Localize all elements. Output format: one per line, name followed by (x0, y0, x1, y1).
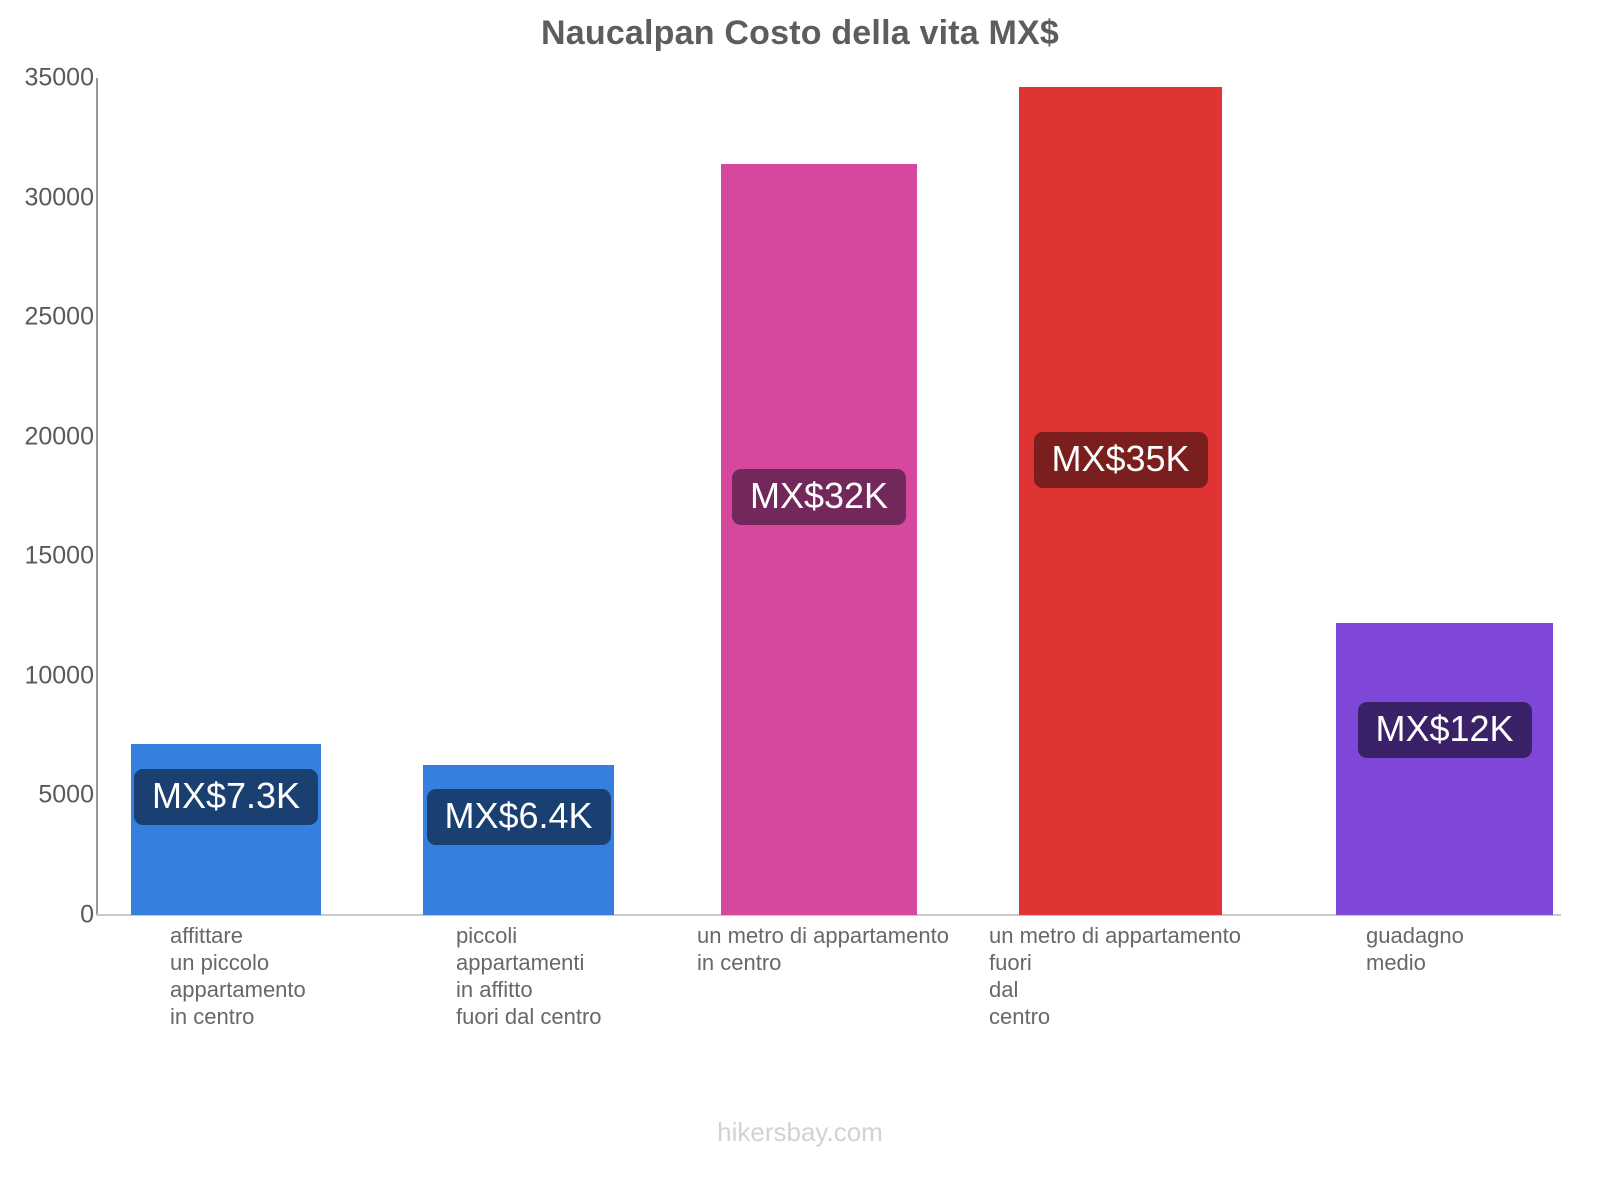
y-axis-tick-label: 10000 (24, 661, 94, 690)
page-title: Naucalpan Costo della vita MX$ (540, 14, 1060, 52)
y-axis-line (96, 78, 98, 916)
y-axis-tick-label: 30000 (24, 183, 94, 212)
y-axis-tick-labels: 0 5000 10000 15000 20000 25000 30000 35000 (0, 0, 94, 1200)
y-axis-tick-label: 5000 (38, 780, 94, 809)
x-axis-category-label: un metro di appartamento in centro (697, 923, 949, 975)
y-axis-tick-label: 15000 (24, 541, 94, 570)
x-axis-line (96, 914, 1561, 916)
bar-value-label: MX$6.4K (426, 789, 611, 845)
bar[interactable]: MX$35K (1019, 87, 1222, 915)
y-axis-tick-label: 25000 (24, 302, 94, 331)
bar[interactable]: MX$6.4K (423, 765, 614, 915)
bar-value-label: MX$12K (1357, 702, 1532, 758)
bar-value-label: MX$32K (731, 469, 907, 525)
x-axis-category-label: un metro di appartamento fuori dal centr… (989, 923, 1241, 1029)
y-axis-tick-label: 0 (80, 900, 94, 929)
y-axis-tick-label: 35000 (24, 63, 94, 92)
bar[interactable]: MX$7.3K (131, 744, 321, 915)
bar[interactable]: MX$32K (721, 164, 917, 915)
x-axis-category-label: guadagno medio (1366, 923, 1464, 975)
bar-value-label: MX$7.3K (133, 769, 319, 825)
bar[interactable]: MX$12K (1336, 623, 1553, 915)
y-axis-tick-label: 20000 (24, 422, 94, 451)
x-axis-category-label: piccoli appartamenti in affitto fuori da… (456, 923, 602, 1029)
x-axis-category-label: affittare un piccolo appartamento in cen… (170, 923, 306, 1029)
footer-credit: hikersbay.com (717, 1117, 883, 1147)
bar-value-label: MX$35K (1033, 432, 1208, 488)
